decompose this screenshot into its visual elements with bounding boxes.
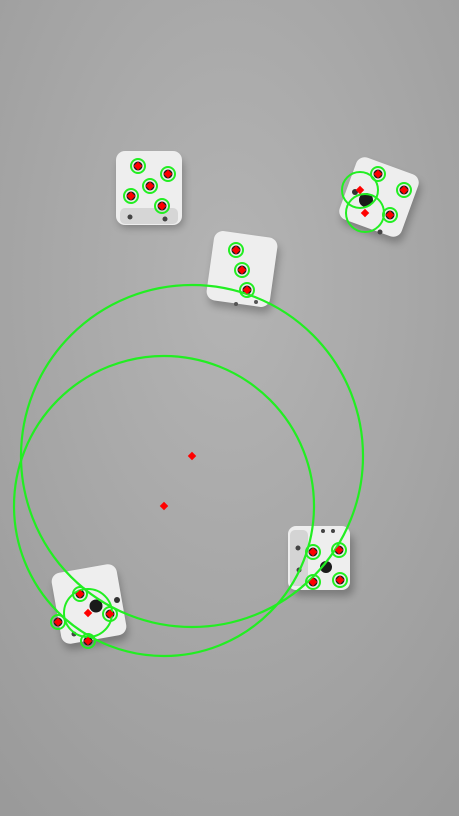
large-circle-1 <box>19 283 365 629</box>
large-circle-2 <box>12 354 316 658</box>
large-circle-2-center <box>159 501 169 511</box>
large-circle-1-center <box>187 451 197 461</box>
large-detection-circles <box>12 283 365 658</box>
die-five-bottom-left <box>51 564 129 650</box>
